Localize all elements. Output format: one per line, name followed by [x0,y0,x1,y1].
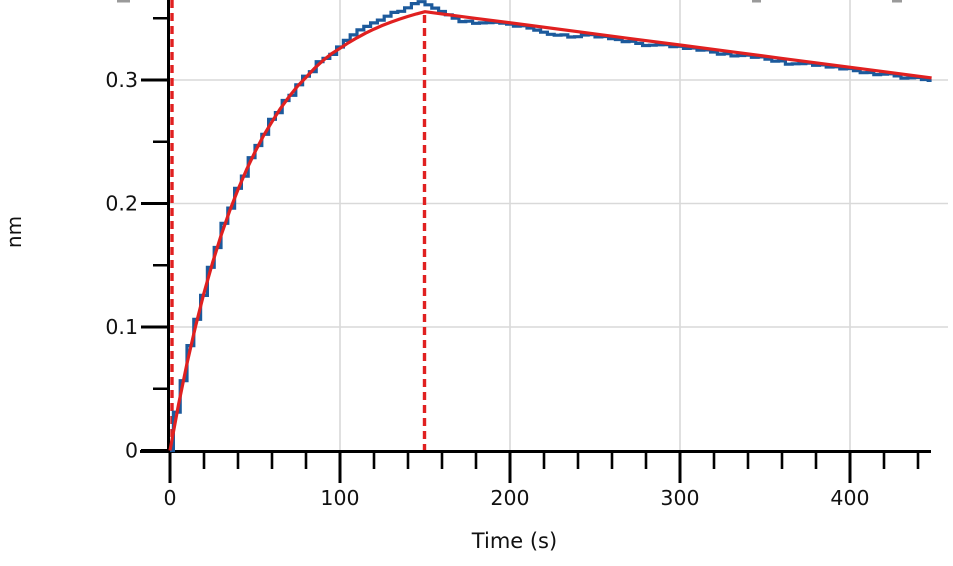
y-tick-label: 0.2 [105,192,138,216]
y-axis-title: nm [2,215,26,249]
y-tick-label: 0.1 [105,315,138,339]
x-axis-title: Time (s) [471,529,558,553]
x-tick-label: 0 [163,486,176,510]
y-tick-label: 0.3 [105,68,138,92]
y-tick-label: 0 [125,439,138,463]
x-tick-label: 100 [320,486,359,510]
cropped-text-remnant [752,0,761,3]
cropped-text-remnant [117,0,130,3]
fit-curve-trace [168,10,932,451]
x-tick-label: 200 [490,486,529,510]
x-tick-label: 300 [660,486,699,510]
x-tick-label: 400 [830,486,869,510]
response-data-trace [170,0,932,453]
cropped-text-remnant [892,0,902,3]
